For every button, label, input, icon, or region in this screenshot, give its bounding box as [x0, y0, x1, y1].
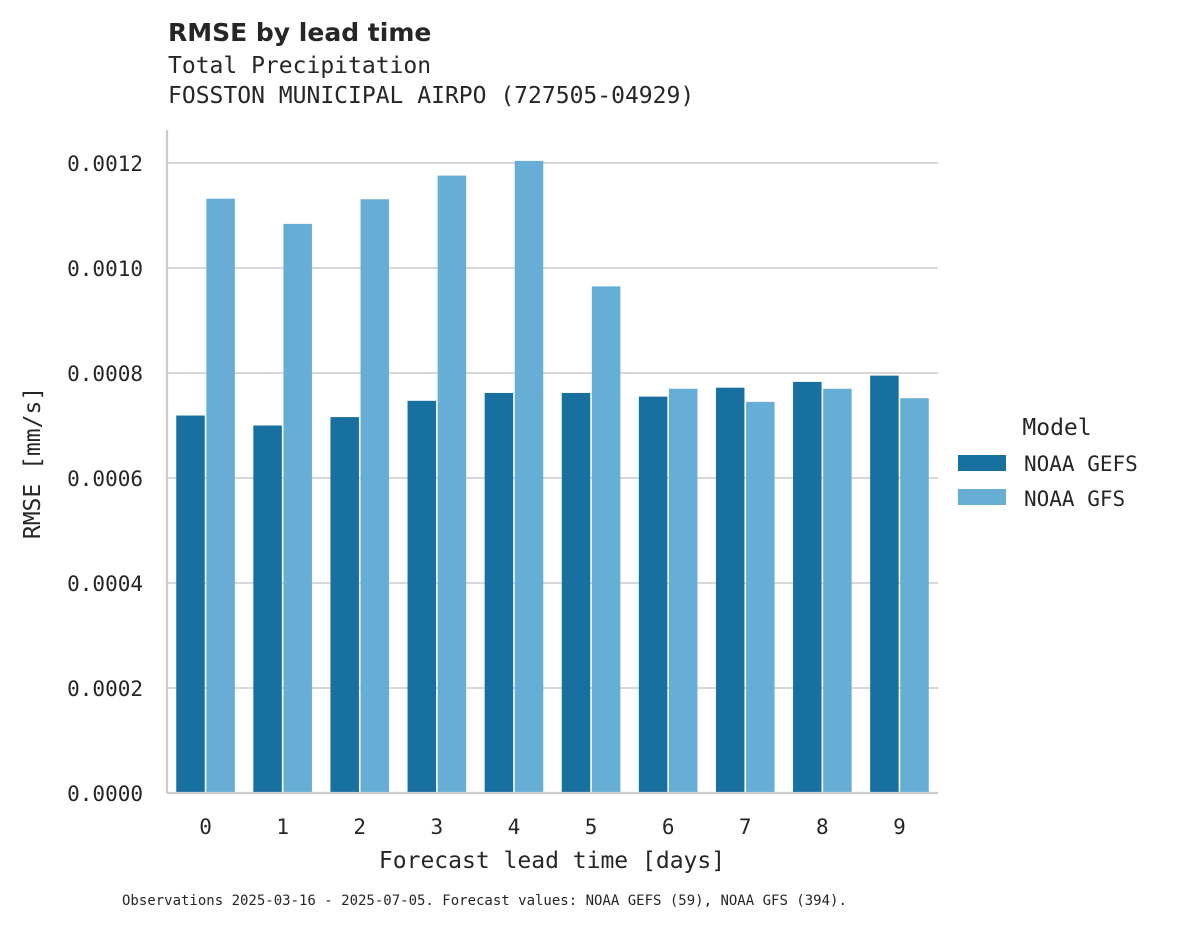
legend-label-noaa-gfs: NOAA GFS: [1024, 487, 1125, 511]
y-axis-label: RMSE [mm/s]: [20, 387, 46, 539]
bar-noaa-gefs-day-4: [484, 392, 514, 793]
bar-noaa-gefs-day-2: [330, 417, 359, 793]
legend-label-noaa-gefs: NOAA GEFS: [1024, 452, 1138, 476]
x-axis-label: Forecast lead time [days]: [379, 848, 725, 874]
bar-noaa-gefs-day-3: [407, 400, 437, 793]
legend-swatch-noaa-gfs: [958, 489, 1006, 505]
x-tick-label: 6: [662, 815, 675, 839]
x-tick-label: 2: [353, 815, 366, 839]
x-tick-label: 5: [585, 815, 598, 839]
bar-noaa-gfs-day-1: [283, 223, 312, 793]
bar-noaa-gfs-day-8: [823, 388, 852, 793]
bar-noaa-gefs-day-5: [561, 392, 591, 793]
bar-noaa-gfs-day-9: [900, 398, 929, 793]
bar-noaa-gfs-day-3: [437, 175, 467, 794]
chart-subtitle-line-2: FOSSTON MUNICIPAL AIRPO (727505-04929): [168, 83, 694, 109]
x-tick-labels: 0 1 2 3 4 5 6 7 8 9: [199, 815, 906, 839]
y-tick-labels: 0.0000 0.0002 0.0004 0.0006 0.0008 0.0010 0.00…: [67, 152, 143, 806]
bar-noaa-gefs-day-7: [715, 387, 745, 793]
y-gridlines: [167, 162, 938, 689]
bar-noaa-gfs-day-7: [746, 401, 775, 793]
y-tick-label: 0.0004: [67, 572, 143, 596]
y-tick-label: 0.0002: [67, 677, 143, 701]
bar-noaa-gefs-day-8: [793, 381, 822, 793]
y-tick-label: 0.0010: [67, 257, 143, 281]
bar-noaa-gfs-day-2: [360, 199, 390, 794]
x-tick-label: 1: [276, 815, 289, 839]
bars: [176, 160, 929, 794]
x-tick-label: 0: [199, 815, 212, 839]
x-tick-label: 3: [431, 815, 444, 839]
x-tick-label: 4: [508, 815, 521, 839]
y-tick-label: 0.0008: [67, 362, 143, 386]
y-tick-label: 0.0012: [67, 152, 143, 176]
y-tick-label: 0.0006: [67, 467, 143, 491]
bar-noaa-gfs-day-0: [206, 198, 235, 793]
legend-title: Model: [1022, 415, 1091, 441]
y-tick-label: 0.0000: [67, 782, 143, 806]
bar-noaa-gfs-day-4: [514, 160, 544, 793]
footnote: Observations 2025-03-16 - 2025-07-05. Fo…: [122, 893, 847, 909]
legend-swatch-noaa-gefs: [958, 455, 1006, 471]
bar-noaa-gefs-day-0: [176, 415, 205, 793]
bar-noaa-gefs-day-1: [253, 425, 282, 793]
x-tick-label: 9: [893, 815, 906, 839]
bar-noaa-gfs-day-5: [591, 286, 621, 793]
bar-noaa-gefs-day-9: [870, 375, 899, 793]
x-tick-label: 8: [816, 815, 829, 839]
chart-subtitle-line-1: Total Precipitation: [168, 53, 431, 79]
bar-noaa-gfs-day-6: [668, 388, 698, 793]
chart-title: RMSE by lead time: [168, 18, 431, 47]
bar-noaa-gefs-day-6: [638, 396, 668, 793]
x-tick-label: 7: [739, 815, 752, 839]
legend: Model NOAA GEFS NOAA GFS: [958, 415, 1138, 511]
